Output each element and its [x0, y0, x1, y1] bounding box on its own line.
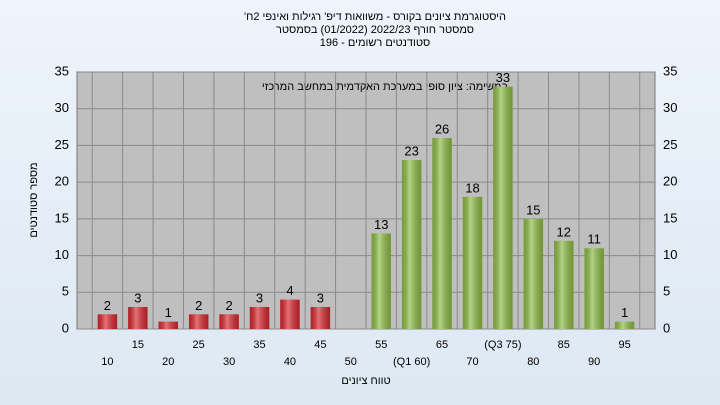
value-label: 2 — [225, 298, 232, 313]
value-label: 23 — [404, 144, 418, 159]
y-tick-label: 35 — [55, 63, 69, 78]
x-tick-label: 55 — [375, 339, 387, 351]
value-label: 4 — [286, 283, 293, 298]
value-label: 33 — [496, 70, 510, 85]
bar-shine — [371, 233, 391, 329]
chart-title: היסטוגרמת ציונים בקורס - משוואות דיפ' רג… — [244, 10, 506, 23]
bar-shine — [97, 314, 118, 329]
bar-shine — [462, 196, 483, 329]
value-label: 18 — [465, 180, 479, 195]
chart-subtitle: סטודנטים רשומים - 196 — [320, 37, 431, 49]
bar-shine — [554, 240, 574, 329]
y2-tick-label: 35 — [663, 63, 677, 78]
bar-shine — [280, 299, 300, 329]
bar-shine — [188, 314, 209, 329]
value-label: 13 — [374, 217, 388, 232]
annotation: במשימה: ציון סופי במערכת האקדמית במחשב ה… — [262, 81, 509, 93]
y-tick-label: 15 — [55, 210, 69, 225]
y-axis-title: מספר סטודנטים — [28, 162, 40, 237]
value-label: 11 — [587, 232, 601, 247]
y-tick-label: 10 — [55, 247, 69, 262]
bar-shine — [523, 218, 544, 329]
value-label: 26 — [435, 122, 449, 137]
bar-shine — [128, 306, 148, 329]
value-label: 3 — [256, 290, 263, 305]
bar-shine — [432, 138, 452, 329]
bar-shine — [614, 321, 635, 329]
x-tick-label: 10 — [101, 356, 113, 368]
x-tick-label: 95 — [618, 339, 630, 351]
y2-tick-label: 25 — [663, 137, 677, 152]
value-label: 3 — [134, 290, 141, 305]
value-label: 1 — [621, 305, 628, 320]
x-tick-label: 20 — [162, 356, 174, 368]
x-tick-label: 35 — [253, 339, 265, 351]
x-axis-title: טווח ציונים — [341, 375, 390, 387]
bar-shine — [584, 248, 604, 329]
x-tick-label: 50 — [345, 356, 357, 368]
bar-shine — [249, 306, 270, 329]
x-tick-label: 80 — [527, 356, 539, 368]
bar-shine — [401, 160, 422, 329]
x-tick-label: (Q1 60) — [393, 356, 430, 368]
x-tick-label: 40 — [284, 356, 296, 368]
y2-tick-label: 15 — [663, 210, 677, 225]
y2-tick-label: 10 — [663, 247, 677, 262]
y-tick-label: 25 — [55, 137, 69, 152]
y-tick-label: 5 — [62, 284, 69, 299]
x-tick-label: 90 — [588, 356, 600, 368]
y2-tick-label: 30 — [663, 100, 677, 115]
bar-shine — [219, 314, 239, 329]
value-label: 2 — [104, 298, 111, 313]
bar-shine — [158, 321, 178, 329]
x-tick-label: (Q3 75) — [484, 339, 521, 351]
value-label: 2 — [195, 298, 202, 313]
bar-shine — [310, 306, 331, 329]
value-label: 15 — [526, 202, 540, 217]
y2-tick-label: 0 — [663, 320, 670, 335]
x-tick-label: 45 — [314, 339, 326, 351]
chart-subtitle: סמסטר חורף 2022/23 (01/2022) בסמסטר — [276, 24, 474, 36]
y-tick-label: 30 — [55, 100, 69, 115]
x-tick-label: 30 — [223, 356, 235, 368]
bar-shine — [493, 86, 513, 329]
x-tick-label: 85 — [558, 339, 570, 351]
x-tick-label: 15 — [132, 339, 144, 351]
x-tick-label: 65 — [436, 339, 448, 351]
y-tick-label: 0 — [62, 320, 69, 335]
x-tick-label: 25 — [193, 339, 205, 351]
y2-tick-label: 5 — [663, 284, 670, 299]
y-tick-label: 20 — [55, 174, 69, 189]
value-label: 12 — [557, 224, 571, 239]
y2-tick-label: 20 — [663, 174, 677, 189]
value-label: 3 — [317, 290, 324, 305]
x-tick-label: 70 — [466, 356, 478, 368]
value-label: 1 — [165, 305, 172, 320]
